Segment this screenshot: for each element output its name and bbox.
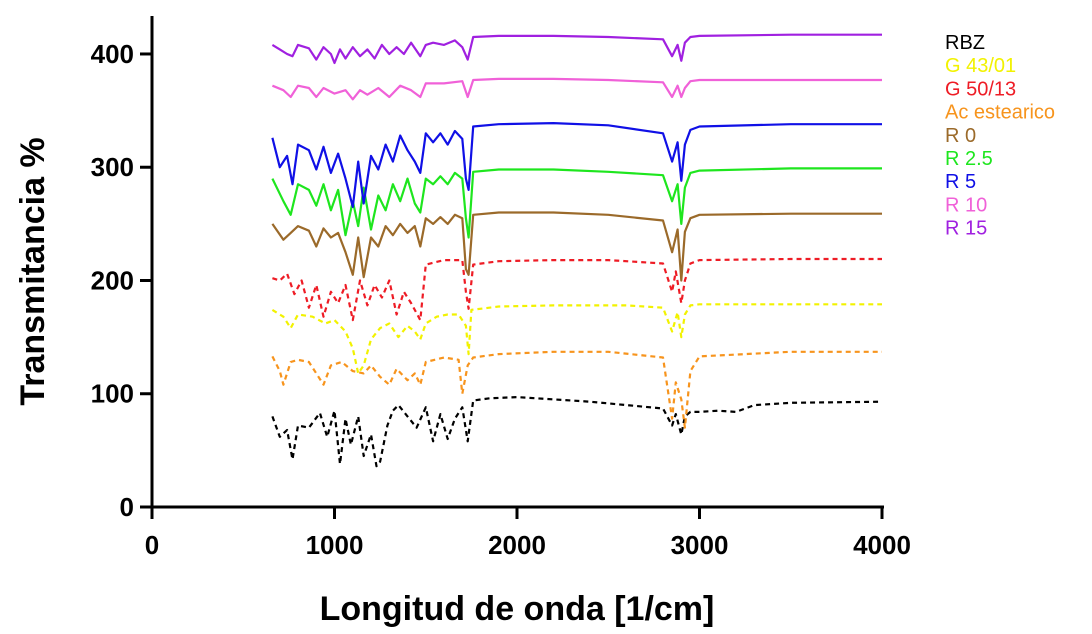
- ticks: 0 1000 2000 3000 4000 0 100 200 300 400: [91, 39, 911, 560]
- legend-item: R 10: [945, 194, 987, 216]
- y-tick-label: 100: [91, 379, 134, 409]
- series-line-r-5: [271, 122, 882, 208]
- y-tick-label: 400: [91, 39, 134, 69]
- series-line-g-43-01: [271, 303, 882, 375]
- y-tick-label: 300: [91, 152, 134, 182]
- x-tick-label: 1000: [306, 530, 364, 560]
- y-tick-label: 200: [91, 265, 134, 295]
- legend-item: R 5: [945, 171, 976, 193]
- legend-item: R 15: [945, 218, 987, 240]
- series-line-g-50-13: [272, 257, 882, 322]
- y-axis-title: Transmitancia %: [14, 137, 52, 405]
- y-tick-label: 0: [120, 492, 134, 522]
- series-line-r-0: [271, 211, 882, 282]
- x-tick-label: 4000: [853, 530, 911, 560]
- series-line-ac-estearico: [271, 350, 882, 429]
- series-line-r-10: [271, 77, 882, 101]
- series-line-r-2-5: [271, 167, 882, 239]
- legend-item: RBZ: [945, 32, 985, 54]
- x-axis-title: Longitud de onda [1/cm]: [320, 590, 715, 628]
- legend-item: G 50/13: [945, 78, 1016, 100]
- series-line-r-15: [271, 33, 882, 65]
- legend-item: Ac estearico: [945, 102, 1055, 124]
- series-line-rbz: [271, 396, 883, 468]
- x-tick-label: 0: [145, 530, 159, 560]
- series-layer: [271, 33, 883, 468]
- legend-item: G 43/01: [945, 55, 1016, 77]
- legend-item: R 0: [945, 125, 976, 147]
- legend-item: R 2.5: [945, 148, 993, 170]
- x-tick-label: 2000: [488, 530, 546, 560]
- x-tick-label: 3000: [671, 530, 729, 560]
- axes: [150, 16, 884, 509]
